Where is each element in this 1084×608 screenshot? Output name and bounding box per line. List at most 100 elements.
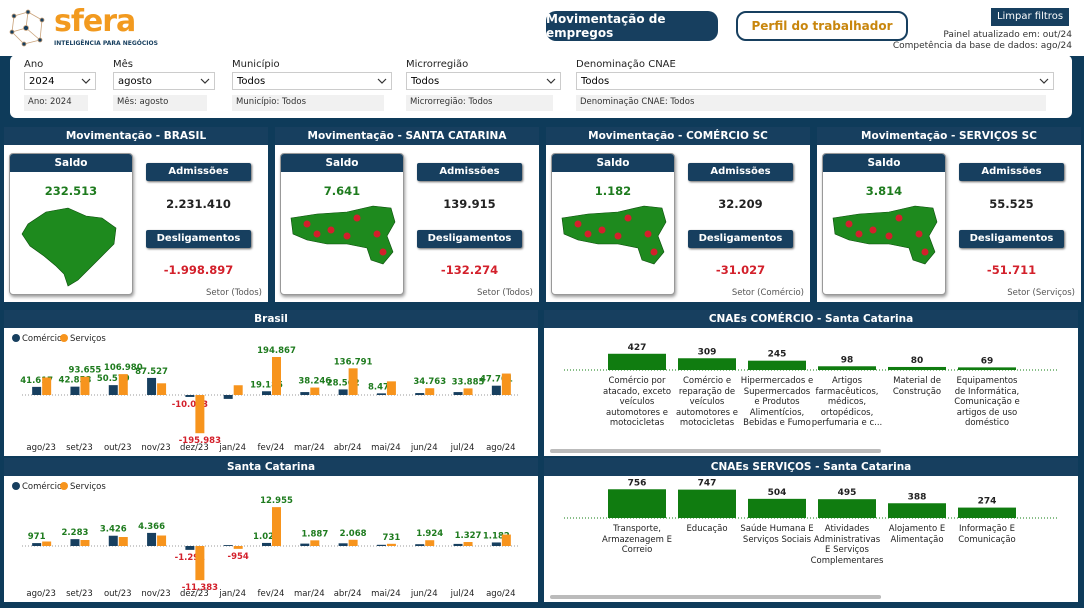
sector: Setor (Todos) [206,288,262,298]
bar [463,388,473,395]
bar [748,498,806,518]
bar [386,543,396,546]
bar [118,374,128,395]
bar [678,358,736,370]
bar [185,546,195,550]
dropdown[interactable]: 2024 [24,72,96,90]
map-region [845,220,853,228]
bar [70,539,80,546]
data-label: 194.867 [257,346,296,356]
chart: Comércio Serviços ago/23 41.617 set/23 42.858… [12,333,520,453]
data-label: 731 [383,533,401,543]
saldo-value: 1.182 [594,184,632,198]
kpi-card: Movimentação - SANTA CATARINA Saldo 7.641 A… [275,127,539,302]
kpi-label: Admissões [417,163,522,181]
bar [157,535,167,546]
legend-swatch [60,482,68,490]
kpi-title: Movimentação - COMÉRCIO SC [546,127,810,145]
scrollbar [550,449,882,453]
saldo-label: Saldo [10,154,132,172]
bar [108,385,118,395]
nav-button[interactable]: Movimentação de empregos [546,11,718,41]
chart-panel: 756 747 504 495 388 274 CNAEs SERVIÇOS - Santa… [544,458,1078,602]
sector: Setor (Serviços) [1007,288,1075,298]
legend-label: Comércio [22,481,62,492]
data-label: 2.283 [62,528,89,538]
saldo-label: Saldo [823,154,945,172]
map [832,205,938,265]
data-label: 495 [838,488,857,498]
bar [958,367,1016,370]
bar [272,507,281,546]
kpi-card: Movimentação - BRASIL Saldo 232.513 Admissõ… [4,127,268,302]
sector: Setor (Comércio) [731,288,804,298]
bar [338,543,348,546]
bar [888,503,946,518]
x-tick-label: set/23 [66,443,93,453]
data-label: 106.980 [104,363,143,373]
kpi-title: Movimentação - BRASIL [4,127,268,145]
bar [425,540,435,546]
dropdown[interactable]: Todos [576,72,1054,90]
bar [80,376,90,395]
saldo-value: 7.641 [323,184,361,198]
category-label: Equipamentos de Informática, Comunicação… [954,376,1020,428]
bar [463,542,473,546]
chart: 756 747 504 495 388 274 [550,478,1058,599]
data-label: 504 [768,488,787,498]
bar [300,392,310,395]
bar [80,540,90,546]
clear-button[interactable]: Limpar filtros [991,8,1069,26]
category-label: Comércio por atacado, exceto veículos au… [602,376,672,428]
category-label: Material de Construção [892,376,942,397]
nav-button[interactable]: Perfil do trabalhador [736,11,908,41]
filter-summary: Município: Todos [232,95,384,111]
data-label: 1.327 [455,531,482,541]
legend-swatch [12,482,20,490]
x-tick-label: out/23 [104,443,132,453]
bar [348,539,358,546]
bar [32,543,42,546]
map-region [915,230,923,238]
updated: Painel atualizado em: out/24 [943,30,1072,40]
x-tick-label: set/23 [66,589,93,599]
dismissals-value: -51.711 [986,263,1037,277]
base-date: Competência da base de dados: ago/24 [892,41,1072,51]
kpi-label: Desligamentos [417,230,522,248]
sector: Setor (Todos) [477,288,533,298]
bar [108,535,118,546]
chart-title: Brasil [4,310,538,328]
chart-title: Santa Catarina [4,458,538,476]
dismissals-value: -1.998.897 [163,263,234,277]
data-label: 93.655 [69,366,102,376]
kpi-label: Admissões [146,163,251,181]
x-tick-label: fev/24 [258,589,285,599]
data-label: 756 [628,478,647,488]
data-label: -1.291 [175,553,205,563]
map-region [353,214,361,222]
dropdown[interactable]: Todos [406,72,561,90]
map-region [379,248,387,256]
map [290,205,396,265]
bar [425,388,435,395]
dropdown[interactable]: Todos [232,72,392,90]
bar [818,499,876,518]
logo-icon [9,9,45,47]
map-region [303,220,311,228]
admissions-value: 55.525 [989,197,1034,211]
bar [415,393,425,395]
legend-swatch [12,334,20,342]
data-label: 69 [981,356,994,366]
bar [70,386,80,395]
dismissals-value: -132.274 [440,263,499,277]
x-tick-label: nov/23 [141,443,170,453]
dropdown[interactable]: agosto [113,72,215,90]
map-region [584,230,592,238]
legend-label: Comércio [22,333,62,344]
dropdown-value: Todos [581,75,610,87]
legend-label: Serviços [70,482,106,492]
data-label: -11.383 [182,583,218,593]
filter-label: Mês [113,59,133,70]
bar [376,393,386,395]
map-region [574,220,582,228]
